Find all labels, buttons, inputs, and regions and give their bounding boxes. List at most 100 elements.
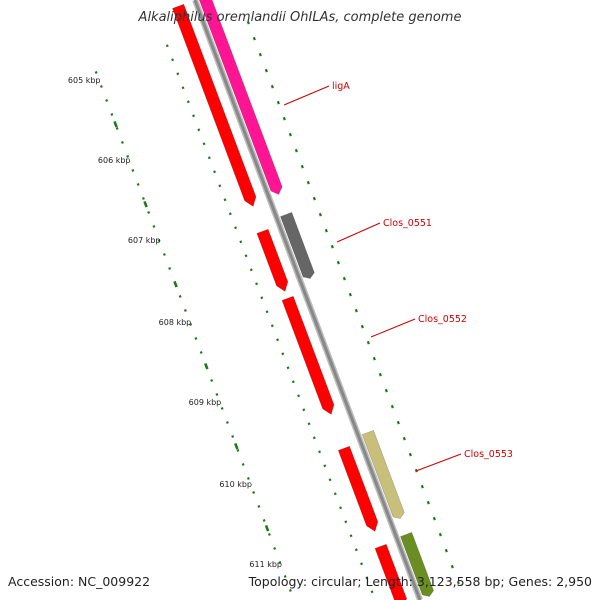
tick-dot-right	[420, 484, 424, 489]
tick-dot-outer	[291, 380, 295, 384]
tick-dot-inner	[267, 533, 271, 536]
genome-summary: Topology: circular; Length: 3,123,558 bp…	[248, 574, 592, 589]
tick-dot-inner	[194, 337, 198, 340]
tick-dot-right	[408, 452, 412, 457]
tick-dot-outer	[339, 506, 342, 510]
tick-dot-right	[264, 68, 268, 73]
tick-dot-right	[354, 308, 358, 313]
tick-dot-right	[426, 500, 430, 505]
kbp-label: 606 kbp	[98, 156, 131, 165]
gene-label-clos-0552: Clos_0552	[418, 314, 467, 325]
kbp-label: 605 kbp	[68, 76, 101, 85]
tick-dot-right	[330, 244, 334, 249]
tick-dot-inner	[220, 407, 224, 410]
tick-dot-outer	[276, 338, 279, 342]
tick-dot-right	[438, 532, 442, 537]
tick-dot-inner	[283, 575, 287, 578]
tick-dot-outer	[307, 422, 311, 426]
tick-dot-outer	[218, 184, 222, 188]
tick-dot-inner	[210, 379, 214, 382]
gene-leader-line	[283, 85, 330, 106]
tick-dot-outer	[270, 324, 274, 328]
tick-dot-right	[366, 340, 370, 345]
tick-dot-right	[444, 548, 448, 553]
kbp-label: 610 kbp	[219, 480, 252, 489]
tick-dot-outer	[244, 254, 248, 258]
tick-dot-inner	[278, 561, 282, 564]
tick-dot-right	[258, 52, 262, 57]
tick-dot-outer	[297, 394, 300, 398]
tick-dot-inner	[152, 225, 156, 228]
tick-dot-right	[396, 420, 400, 425]
tick-dot-outer	[360, 562, 363, 566]
tick-dot-outer	[207, 156, 211, 160]
tick-dot-right	[384, 388, 388, 393]
gene-leader-line	[336, 222, 381, 243]
tick-dot-right	[282, 116, 286, 121]
tick-dot-outer	[249, 268, 253, 272]
tick-dot-inner	[157, 239, 161, 242]
gene-leader-line	[370, 318, 416, 338]
tick-dot-inner	[257, 505, 261, 508]
gene-label-clos-0553: Clos_0553	[464, 449, 513, 460]
tick-dot-inner	[115, 127, 119, 130]
gene-arrow-ligA	[198, 0, 283, 195]
kbp-label: 607 kbp	[128, 236, 161, 245]
tick-dot-right	[294, 148, 298, 153]
tick-dot-inner	[147, 211, 151, 214]
tick-dot-inner	[131, 169, 135, 172]
tick-dot-right	[312, 196, 316, 201]
tick-dot-right	[360, 324, 364, 329]
tick-dot-outer	[223, 198, 227, 202]
tick-dot-outer	[181, 86, 185, 90]
tick-dot-inner	[178, 295, 182, 298]
tick-dot-inner	[99, 85, 103, 88]
tick-dot-right	[402, 436, 406, 441]
tick-dot-inner	[120, 141, 124, 144]
tick-dot-outer	[318, 450, 321, 454]
backbone-line	[193, 0, 422, 600]
tick-dot-right	[390, 404, 394, 409]
tick-dot-inner	[136, 183, 140, 186]
tick-dot-outer	[365, 576, 369, 580]
tick-dot-right	[318, 212, 322, 217]
gene-arrow-clos-0551	[280, 211, 315, 279]
tick-dot-right	[348, 292, 352, 297]
kbp-tick	[113, 120, 118, 128]
tick-dot-right	[252, 36, 256, 41]
tick-dot-right	[342, 276, 346, 281]
tick-dot-right	[246, 20, 250, 25]
tick-dot-outer	[213, 170, 216, 174]
tick-dot-inner	[94, 71, 98, 74]
tick-dot-outer	[312, 436, 316, 440]
tick-dot-inner	[199, 351, 203, 354]
tick-dot-outer	[328, 478, 332, 482]
tick-dot-outer	[165, 44, 169, 48]
cds-arrow-2	[256, 228, 289, 292]
tick-dot-outer	[354, 548, 358, 552]
tick-dot-outer	[192, 114, 195, 118]
tick-dot-outer	[333, 492, 337, 496]
tick-dot-inner	[215, 393, 219, 396]
tick-dot-outer	[228, 212, 232, 216]
tick-dot-outer	[234, 226, 237, 230]
tick-dot-inner	[183, 309, 187, 312]
tick-dot-outer	[344, 520, 348, 524]
tick-dot-right	[432, 516, 436, 521]
kbp-label: 608 kbp	[159, 318, 192, 327]
gene-arrow-clos-0553	[361, 429, 405, 519]
tick-dot-outer	[349, 534, 353, 538]
tick-dot-inner	[105, 99, 109, 102]
cds-arrow-4	[337, 445, 379, 532]
tick-dot-inner	[168, 267, 172, 270]
tick-dot-inner	[236, 449, 240, 452]
gene-leader-line	[415, 453, 462, 472]
gene-label-clos-0551: Clos_0551	[383, 218, 432, 229]
tick-dot-inner	[273, 547, 277, 550]
tick-dot-outer	[255, 282, 258, 286]
kbp-label: 611 kbp	[249, 560, 282, 569]
gene-arrow-olive	[400, 531, 434, 597]
kbp-tick	[204, 362, 209, 370]
tick-dot-inner	[189, 323, 193, 326]
